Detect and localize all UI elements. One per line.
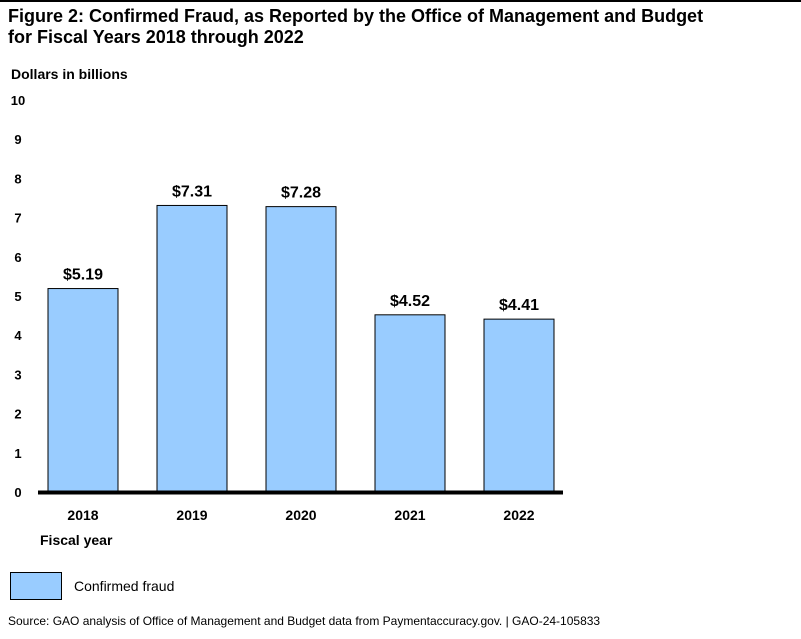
y-tick-label-3: 3: [14, 367, 21, 382]
bar-2021: [374, 314, 446, 493]
data-label-2020: $7.28: [281, 185, 321, 202]
bar-2019: [156, 204, 228, 493]
y-tick-label-7: 7: [14, 211, 21, 226]
source-note: Source: GAO analysis of Office of Manage…: [8, 614, 601, 628]
bar-2020: [265, 206, 337, 493]
x-tick-label-2018: 2018: [67, 507, 98, 523]
chart-title: Figure 2: Confirmed Fraud, as Reported b…: [8, 6, 793, 48]
y-axis-label: Dollars in billions: [11, 66, 128, 82]
x-axis-label: Fiscal year: [40, 532, 113, 548]
y-tick-label-6: 6: [14, 250, 21, 265]
chart-title-line-1: Figure 2: Confirmed Fraud, as Reported b…: [8, 6, 704, 26]
legend-label-confirmed-fraud: Confirmed fraud: [74, 578, 175, 594]
y-tick-label-4: 4: [14, 328, 22, 343]
bar-2022: [483, 318, 555, 493]
y-tick-label-5: 5: [14, 289, 21, 304]
legend-swatch-confirmed-fraud: [10, 572, 62, 600]
y-tick-label-1: 1: [14, 446, 21, 461]
x-tick-label-2021: 2021: [394, 507, 425, 523]
y-tick-label-10: 10: [11, 93, 25, 108]
y-tick-label-9: 9: [14, 132, 21, 147]
y-tick-label-2: 2: [14, 407, 21, 422]
data-label-2019: $7.31: [172, 183, 212, 200]
x-tick-label-2019: 2019: [176, 507, 207, 523]
y-tick-label-0: 0: [14, 485, 21, 500]
x-tick-label-2022: 2022: [503, 507, 534, 523]
y-tick-label-8: 8: [14, 171, 21, 186]
data-label-2018: $5.19: [63, 267, 103, 284]
legend: Confirmed fraud: [10, 571, 174, 601]
data-label-2021: $4.52: [390, 293, 430, 310]
bar-2018: [47, 288, 119, 493]
top-rule: [0, 0, 801, 2]
data-label-2022: $4.41: [499, 297, 539, 314]
chart-title-line-2: for Fiscal Years 2018 through 2022: [8, 27, 304, 47]
x-tick-label-2020: 2020: [285, 507, 316, 523]
